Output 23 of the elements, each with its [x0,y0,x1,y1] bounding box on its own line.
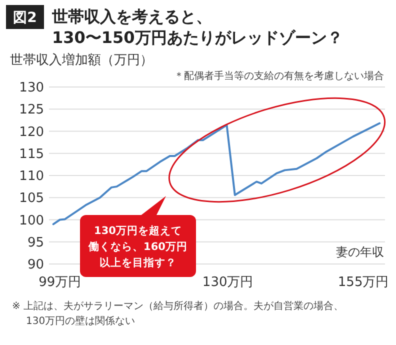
text: ＊配偶者手当等の支給の有無を考慮しない場合 [174,70,384,82]
x-tick-label: 155万円 [338,275,389,290]
annotation: 以上を目指す？ [100,256,176,269]
y-tick-label: 90 [27,258,44,272]
annotation: 130万円を超えて [94,224,182,237]
y-tick-label: 130 [19,80,44,96]
y-tick-label: 95 [27,235,44,250]
caption: 図2 [13,10,37,26]
text: 130万円の壁は関係ない [26,315,136,327]
chart-title: 世帯収入を考えると、 130〜150万円あたりがレッドゾーン？ [51,7,343,47]
y-tick-label: 105 [19,191,44,206]
line-series [52,122,381,226]
x-tick-label: 99万円 [38,275,82,290]
y-tick-label: 115 [19,146,44,162]
y-tick-label: 120 [19,124,44,140]
y-tick-label: 100 [19,213,44,228]
x-tick-label: 130万円 [202,275,254,290]
x-axis-title: 妻の年収 [336,245,384,259]
y-tick-label: 110 [19,169,44,184]
y-axis-title: 世帯収入増加額（万円） [10,52,153,68]
y-tick-label: 125 [19,102,44,118]
text: ※ 上記は、夫がサラリーマン（給与所得者）の場合。夫が自営業の場合、 [12,300,344,312]
annotation: 働くなら、160万円 [88,240,188,253]
